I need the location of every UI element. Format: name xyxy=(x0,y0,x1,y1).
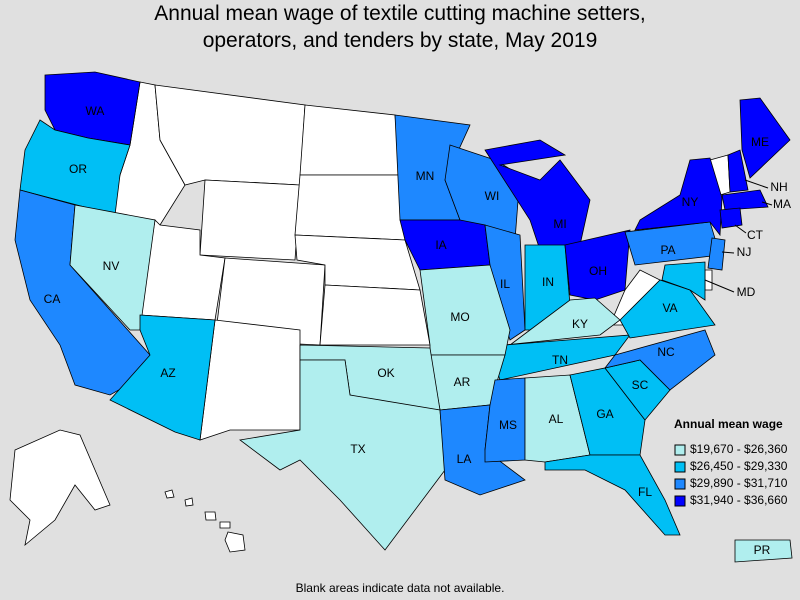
state-label: SC xyxy=(632,378,649,392)
leader-line xyxy=(744,179,769,189)
state-label: NH xyxy=(770,180,787,194)
state xyxy=(9,429,111,547)
state-label: MS xyxy=(499,418,517,432)
state xyxy=(619,279,716,339)
state xyxy=(604,329,716,391)
state xyxy=(199,319,301,441)
state-label: PA xyxy=(660,243,675,257)
state xyxy=(109,314,216,441)
legend-swatch xyxy=(674,461,686,473)
state xyxy=(734,539,793,563)
state-label: CA xyxy=(44,292,61,306)
legend-label: $26,450 - $29,330 xyxy=(690,459,788,473)
state xyxy=(154,84,306,186)
state xyxy=(544,454,681,536)
state xyxy=(299,104,401,176)
state xyxy=(739,97,791,179)
state xyxy=(564,229,631,301)
state xyxy=(707,237,726,271)
legend-label: $19,670 - $26,360 xyxy=(690,442,788,456)
state-label: IL xyxy=(500,277,510,291)
state-label: NJ xyxy=(737,245,752,259)
state-label: IN xyxy=(542,275,554,289)
legend-label: $31,940 - $36,660 xyxy=(690,493,788,507)
leader-line xyxy=(734,224,747,234)
legend-swatch xyxy=(674,444,686,456)
state-label: IA xyxy=(435,238,446,252)
state-label: MI xyxy=(553,217,566,231)
hawaii xyxy=(164,489,246,553)
state xyxy=(319,284,431,346)
state-label: ME xyxy=(751,135,769,149)
state-label: PR xyxy=(754,543,771,557)
leader-line xyxy=(761,201,773,206)
state-label: TX xyxy=(350,442,365,456)
state xyxy=(484,139,591,251)
state-label: LA xyxy=(457,452,472,466)
legend-label: $29,890 - $31,710 xyxy=(690,476,788,490)
state xyxy=(569,367,646,456)
state xyxy=(661,261,706,301)
state xyxy=(69,204,156,331)
data-states xyxy=(14,71,793,563)
state-label: TN xyxy=(552,353,568,367)
legend-swatch xyxy=(674,495,686,507)
state-label: FL xyxy=(638,485,652,499)
state-labels: WA OR CA NV AZ MN WI IA IL MI IN OH KY T… xyxy=(44,104,791,557)
legend-swatch xyxy=(674,478,686,490)
leader-line xyxy=(704,279,735,293)
leader-line xyxy=(721,251,735,254)
state xyxy=(199,179,301,261)
footnote: Blank areas indicate data not available. xyxy=(296,581,505,595)
legend: Annual mean wage $19,670 - $26,360 $26,45… xyxy=(674,417,788,507)
state-label: MA xyxy=(773,197,791,211)
state xyxy=(719,207,743,229)
state-label: WI xyxy=(485,189,500,203)
state-label: OK xyxy=(377,366,394,380)
state-label: NC xyxy=(657,345,675,359)
state xyxy=(721,189,769,211)
state xyxy=(294,174,406,241)
state-label: KY xyxy=(572,317,588,331)
state-label: MO xyxy=(450,310,469,324)
state-label: VA xyxy=(662,301,677,315)
state-label: OH xyxy=(589,264,607,278)
legend-title: Annual mean wage xyxy=(674,417,783,431)
state-label: WA xyxy=(86,104,105,118)
state-label: OR xyxy=(69,162,87,176)
title: operators, and tenders by state, May 201… xyxy=(203,29,598,52)
state xyxy=(19,119,131,216)
title: Annual mean wage of textile cutting mach… xyxy=(154,2,645,25)
state-label: AR xyxy=(454,375,471,389)
state xyxy=(727,149,749,193)
state-label: CT xyxy=(747,228,764,242)
state-label: MN xyxy=(416,169,435,183)
state-label: MD xyxy=(737,285,756,299)
blank-states xyxy=(9,81,731,553)
state-label: AL xyxy=(549,412,564,426)
state xyxy=(634,157,723,237)
state-label: NY xyxy=(682,195,699,209)
state-label: GA xyxy=(596,407,613,421)
state-label: AZ xyxy=(160,366,175,380)
state-label: NV xyxy=(103,259,120,273)
